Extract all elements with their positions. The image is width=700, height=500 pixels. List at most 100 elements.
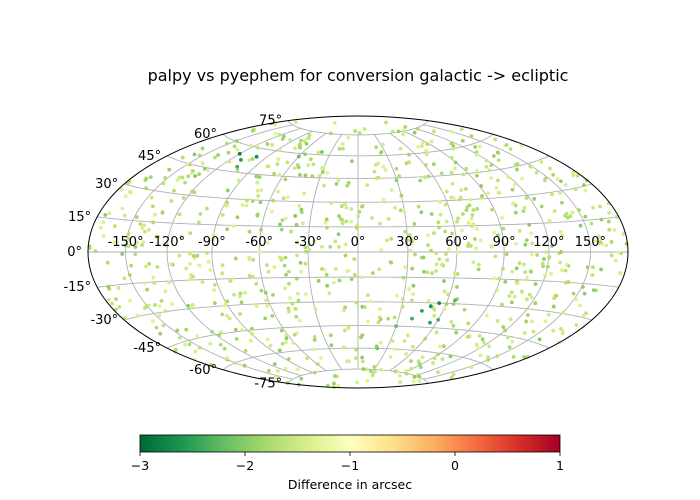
data-point (398, 146, 403, 151)
data-point (456, 243, 461, 248)
data-point (513, 203, 518, 208)
data-point (116, 286, 121, 290)
data-point (308, 157, 313, 162)
data-point (477, 262, 481, 267)
data-point (369, 216, 374, 220)
data-point (344, 205, 349, 210)
data-point (277, 172, 282, 177)
data-point (443, 202, 448, 207)
data-point (422, 175, 427, 180)
data-point (216, 153, 220, 157)
data-point (409, 359, 413, 364)
data-point (495, 319, 500, 323)
data-point (440, 262, 444, 267)
data-point (239, 328, 244, 333)
data-point (465, 335, 470, 339)
data-point (396, 129, 401, 134)
data-point (255, 188, 260, 193)
data-point (583, 214, 588, 219)
data-point (388, 354, 393, 359)
data-point (236, 178, 241, 183)
data-point (521, 209, 526, 214)
data-point (346, 180, 351, 185)
longitude-tick-label: 30° (396, 235, 419, 250)
data-point (232, 224, 236, 229)
data-point (421, 255, 426, 260)
data-point (283, 286, 288, 291)
data-point (464, 166, 469, 171)
data-point (238, 294, 242, 299)
data-point (504, 242, 508, 247)
data-point (298, 260, 303, 265)
data-point (227, 159, 232, 164)
data-point (529, 295, 534, 300)
data-point (212, 288, 217, 293)
data-point (200, 280, 205, 284)
data-point (337, 214, 341, 218)
data-point (381, 142, 385, 147)
data-point (550, 243, 554, 248)
data-point (186, 174, 191, 179)
data-point (142, 223, 147, 228)
data-point (366, 319, 370, 324)
data-point (478, 353, 483, 358)
data-point (451, 323, 456, 328)
data-point (383, 167, 388, 172)
data-point (120, 206, 125, 211)
data-point (469, 134, 474, 139)
data-point (432, 356, 437, 361)
data-point (529, 252, 534, 257)
data-point (471, 260, 476, 265)
data-point (501, 325, 506, 329)
data-point (442, 279, 446, 283)
data-point (398, 208, 403, 213)
data-point (180, 155, 185, 160)
data-point (440, 357, 445, 362)
data-point (571, 173, 576, 178)
data-point (492, 276, 497, 281)
data-point (123, 194, 128, 199)
data-point (449, 141, 454, 146)
data-point (154, 234, 159, 239)
data-point (233, 256, 238, 261)
data-point (212, 282, 217, 287)
data-point (352, 272, 357, 277)
data-point (105, 260, 110, 265)
data-point (474, 153, 479, 158)
data-point (244, 203, 249, 208)
data-point (343, 328, 347, 333)
data-point (197, 345, 202, 350)
data-point (271, 293, 275, 297)
data-point (247, 273, 252, 278)
data-point (434, 269, 438, 273)
data-point (468, 197, 473, 202)
data-point (177, 253, 182, 258)
data-point (497, 190, 502, 195)
data-point (234, 139, 239, 143)
data-point (225, 203, 229, 208)
data-point (429, 212, 434, 216)
data-point (547, 255, 552, 259)
data-point (530, 241, 535, 246)
data-point (360, 333, 365, 338)
data-point (523, 270, 528, 275)
data-point (534, 170, 539, 175)
data-point (451, 372, 456, 377)
data-point (432, 307, 437, 312)
data-point (582, 183, 586, 188)
data-point (531, 329, 536, 334)
data-point (497, 276, 501, 281)
data-point (284, 340, 289, 345)
data-point (528, 164, 533, 168)
data-point (287, 309, 291, 314)
data-point (283, 177, 288, 182)
data-point (495, 288, 499, 293)
data-point (590, 273, 595, 277)
data-point (397, 174, 402, 179)
data-point (197, 263, 202, 268)
data-point (360, 204, 364, 209)
data-point (484, 158, 489, 163)
data-point (283, 255, 288, 260)
data-point (480, 194, 484, 198)
data-point (443, 229, 448, 234)
